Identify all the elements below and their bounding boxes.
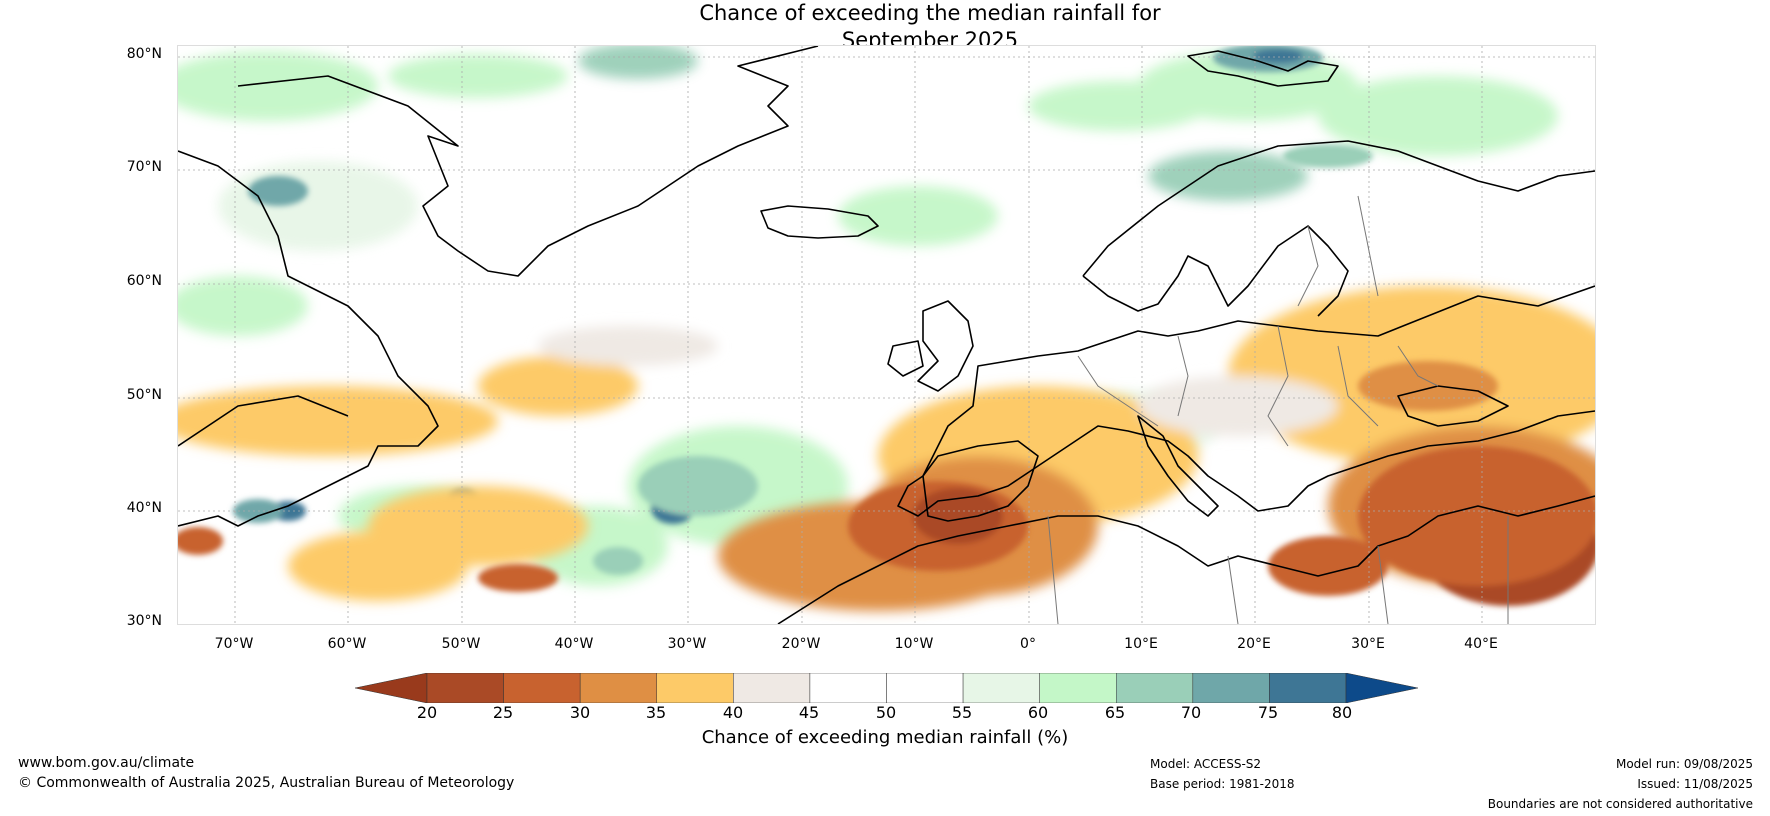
lon-label-10e: 10°E: [1124, 636, 1158, 652]
colorbar-cell: [579, 673, 658, 703]
country-borders: [1047, 195, 1509, 624]
colorbar-tick-35: 35: [645, 703, 667, 722]
graticule: [178, 46, 1595, 624]
lon-label-40e: 40°E: [1464, 636, 1498, 652]
colorbar-tick-30: 30: [569, 703, 591, 722]
copyright-text: © Commonwealth of Australia 2025, Austra…: [18, 775, 515, 791]
strong-dry-areas: [178, 361, 1595, 606]
map-canvas: [178, 46, 1595, 624]
colorbar-under-arrow: [355, 673, 428, 703]
colorbar-cell: [1269, 673, 1347, 703]
colorbar-tick-65: 65: [1104, 703, 1126, 722]
lon-label-50w: 50°W: [441, 636, 481, 652]
colorbar: [355, 673, 1418, 703]
colorbar-tick-55: 55: [951, 703, 973, 722]
lon-label-30w: 30°W: [667, 636, 707, 652]
colorbar-cell: [962, 673, 1040, 703]
lat-label-80n: 80°N: [126, 46, 162, 62]
colorbar-cell: [503, 673, 581, 703]
colorbar-tick-70: 70: [1180, 703, 1202, 722]
map-title: Chance of exceeding the median rainfall …: [600, 0, 1260, 54]
colorbar-cell: [809, 673, 887, 703]
coastlines: [178, 46, 1595, 624]
website-text: www.bom.gov.au/climate: [18, 755, 195, 771]
colorbar-tick-45: 45: [798, 703, 820, 722]
lat-label-50n: 50°N: [126, 387, 162, 403]
colorbar-over-arrow: [1345, 673, 1418, 703]
colorbar-cells: [426, 673, 1347, 703]
colorbar-tick-40: 40: [722, 703, 744, 722]
lat-label-30n: 30°N: [126, 613, 162, 629]
lon-label-60w: 60°W: [327, 636, 367, 652]
colorbar-tick-50: 50: [875, 703, 897, 722]
colorbar-tick-60: 60: [1027, 703, 1049, 722]
model-text: Model: ACCESS-S2: [1150, 757, 1262, 771]
base-period-text: Base period: 1981-2018: [1150, 777, 1295, 791]
model-run-text: Model run: 09/08/2025: [1615, 757, 1753, 771]
colorbar-tick-25: 25: [492, 703, 514, 722]
colorbar-title: Chance of exceeding median rainfall (%): [701, 727, 1069, 748]
lat-label-70n: 70°N: [126, 159, 162, 175]
lon-label-20w: 20°W: [781, 636, 821, 652]
rainfall-map: [177, 45, 1596, 625]
colorbar-cell: [426, 673, 504, 703]
lat-label-40n: 40°N: [126, 500, 162, 516]
lon-label-40w: 40°W: [554, 636, 594, 652]
colorbar-tick-75: 75: [1257, 703, 1279, 722]
lon-label-10w: 10°W: [894, 636, 934, 652]
colorbar-cell: [1116, 673, 1194, 703]
lon-label-20e: 20°E: [1237, 636, 1271, 652]
title-line-1: Chance of exceeding the median rainfall …: [699, 1, 1161, 25]
colorbar-cell: [1192, 673, 1270, 703]
colorbar-cell: [733, 673, 811, 703]
lon-label-0: 0°: [1020, 636, 1036, 652]
lon-label-30e: 30°E: [1351, 636, 1385, 652]
strong-wet-areas: [233, 46, 1373, 575]
disclaimer-text: Boundaries are not considered authoritat…: [1487, 797, 1753, 811]
colorbar-cell: [1039, 673, 1117, 703]
lon-label-70w: 70°W: [214, 636, 254, 652]
colorbar-cell: [656, 673, 734, 703]
colorbar-cell: [886, 673, 964, 703]
colorbar-tick-80: 80: [1331, 703, 1353, 722]
colorbar-tick-20: 20: [416, 703, 438, 722]
lat-label-60n: 60°N: [126, 273, 162, 289]
issued-text: Issued: 11/08/2025: [1637, 777, 1753, 791]
